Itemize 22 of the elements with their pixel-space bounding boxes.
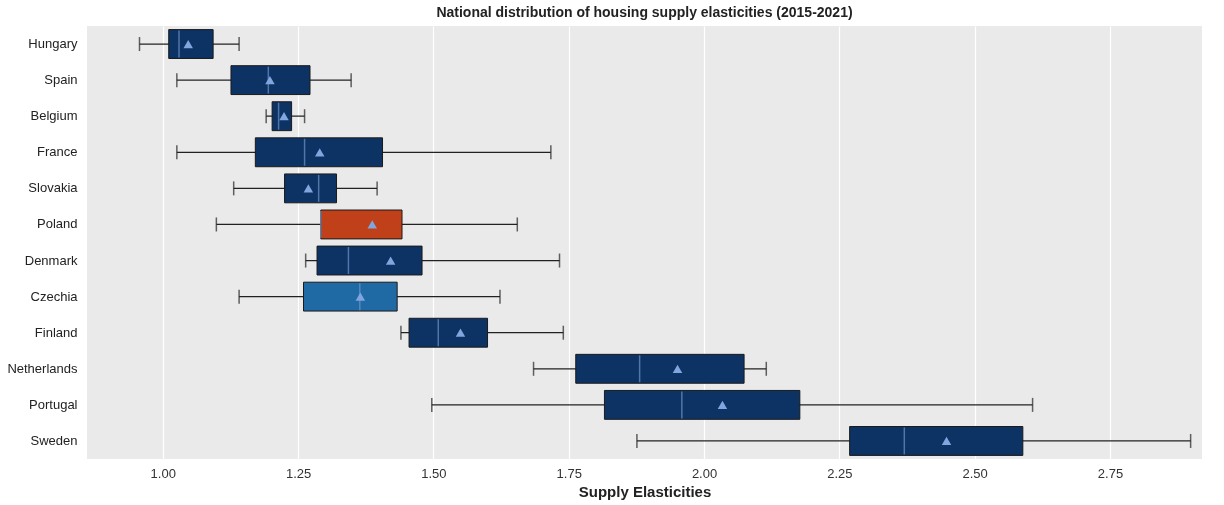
x-tick-label: 2.50 bbox=[962, 465, 988, 481]
y-tick-label: Czechia bbox=[30, 288, 79, 304]
y-tick-label: Netherlands bbox=[7, 360, 78, 376]
x-tick-label: 2.00 bbox=[691, 465, 718, 481]
x-tick-label: 1.50 bbox=[421, 465, 447, 481]
y-tick-label: Portugal bbox=[29, 396, 78, 412]
y-tick-label: Denmark bbox=[24, 252, 78, 268]
x-tick-label: 1.00 bbox=[150, 465, 176, 481]
y-tick-label: Poland bbox=[37, 216, 78, 232]
x-tick-label: 2.75 bbox=[1097, 465, 1124, 481]
y-tick-label: Slovakia bbox=[28, 180, 79, 196]
x-tick-label: 1.75 bbox=[556, 465, 582, 481]
y-tick-label: Sweden bbox=[30, 432, 78, 448]
y-tick-label: Spain bbox=[44, 72, 78, 88]
y-tick-label: Belgium bbox=[30, 108, 78, 124]
chart-title: National distribution of housing supply elasticities (2015-2021) bbox=[436, 4, 853, 20]
y-tick-label: France bbox=[37, 144, 78, 160]
y-tick-label: Hungary bbox=[28, 36, 78, 52]
x-tick-label: 1.25 bbox=[285, 465, 312, 481]
x-axis-title: Supply Elasticities bbox=[578, 482, 712, 500]
y-tick-label: Finland bbox=[34, 324, 78, 340]
x-tick-label: 2.25 bbox=[827, 465, 853, 481]
